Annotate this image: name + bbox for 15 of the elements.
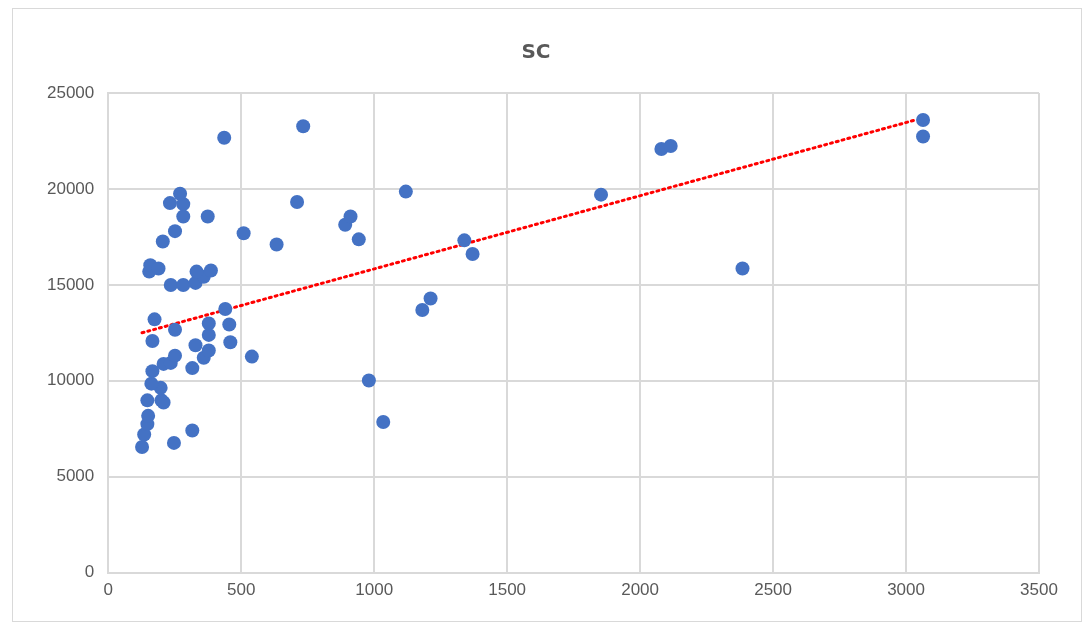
x-tick-label: 0 bbox=[103, 580, 114, 600]
y-tick-label: 25000 bbox=[46, 82, 95, 102]
y-tick-label: 10000 bbox=[46, 370, 95, 390]
y-tick-label: 5000 bbox=[56, 466, 95, 486]
y-tick-label: 15000 bbox=[46, 274, 95, 294]
x-tick-label: 1500 bbox=[488, 580, 527, 600]
x-tick-label: 3500 bbox=[1020, 580, 1058, 600]
chart-title: SC bbox=[521, 39, 551, 64]
x-tick-label: 3000 bbox=[887, 580, 925, 600]
y-tick-label: 0 bbox=[84, 562, 95, 582]
x-tick-label: 2500 bbox=[754, 580, 792, 600]
x-tick-label: 500 bbox=[227, 580, 256, 600]
x-tick-label: 1000 bbox=[355, 580, 394, 600]
x-tick-label: 2000 bbox=[621, 580, 660, 600]
y-tick-label: 20000 bbox=[46, 178, 95, 198]
